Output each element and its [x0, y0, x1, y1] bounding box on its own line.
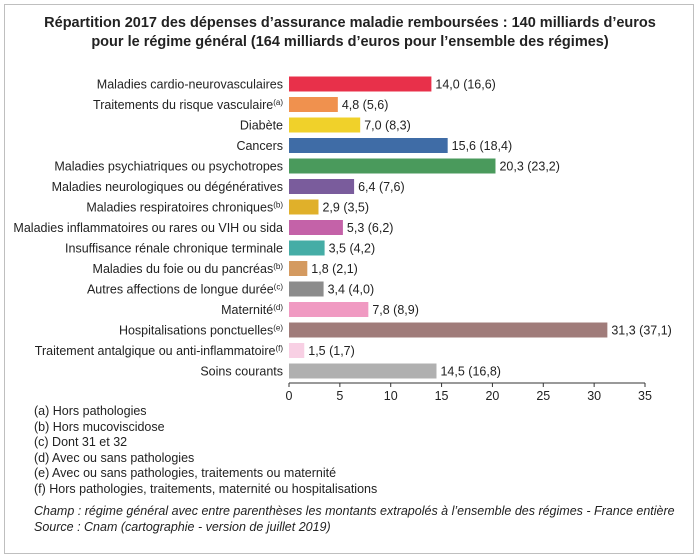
- bar-chart: Maladies cardio-neurovasculaires 14,0 (16…: [13, 76, 672, 400]
- data-label-4: 15,6 (18,4): [452, 139, 512, 153]
- x-tick-label-10: 10: [384, 389, 398, 400]
- bar-4: [289, 138, 448, 153]
- source-text: Source : Cnam (cartographie - version de…: [34, 519, 331, 534]
- category-label-14: Traitement antalgique ou anti-inflammato…: [35, 344, 284, 358]
- bar-1: [289, 76, 432, 92]
- data-label-3: 7,0 (8,3): [364, 119, 411, 133]
- x-tick-label-15: 15: [435, 389, 449, 400]
- x-tick-label-20: 20: [485, 389, 499, 400]
- x-tick-label-5: 5: [336, 389, 343, 400]
- category-label-1: Maladies cardio-neurovasculaires: [97, 78, 283, 92]
- data-label-5: 20,3 (23,2): [499, 160, 559, 174]
- bar-5: [289, 158, 496, 174]
- category-label-15: Soins courants: [200, 365, 283, 379]
- category-label-2: Traitements du risque vasculaire(a): [93, 98, 283, 112]
- data-label-8: 5,3 (6,2): [347, 221, 394, 235]
- source-block: Champ : régime général avec entre parent…: [34, 504, 675, 535]
- category-label-5: Maladies psychiatriques ou psychotropes: [54, 160, 283, 174]
- bar-6: [289, 179, 355, 194]
- bar-13: [289, 322, 608, 338]
- scope-text: Champ : régime général avec entre parent…: [34, 504, 675, 518]
- bar-15: [289, 363, 437, 379]
- footnotes: (a) Hors pathologies (b) Hors mucoviscid…: [34, 404, 377, 497]
- bar-12: [289, 302, 369, 317]
- bar-7: [289, 199, 319, 215]
- bar-10: [289, 261, 308, 276]
- bar-14: [289, 343, 305, 358]
- data-label-13: 31,3 (37,1): [611, 324, 671, 338]
- bar-2: [289, 97, 338, 112]
- category-label-12: Maternité(d): [221, 303, 283, 317]
- data-label-15: 14,5 (16,8): [440, 365, 500, 379]
- footnote-d: (d) Avec ou sans pathologies: [34, 450, 195, 465]
- footnote-b: (b) Hors mucoviscidose: [34, 419, 165, 434]
- chart-title-line-2: pour le régime général (164 milliards d’…: [91, 34, 609, 50]
- x-tick-label-35: 35: [638, 389, 652, 400]
- data-label-2: 4,8 (5,6): [342, 98, 389, 112]
- bar-9: [289, 240, 325, 256]
- bar-8: [289, 220, 343, 235]
- bar-3: [289, 117, 361, 133]
- footnote-c: (c) Dont 31 et 32: [34, 435, 128, 449]
- data-label-10: 1,8 (2,1): [311, 262, 358, 276]
- x-tick-label-25: 25: [536, 389, 550, 400]
- data-label-11: 3,4 (4,0): [328, 283, 375, 297]
- data-label-9: 3,5 (4,2): [329, 242, 376, 256]
- category-label-13: Hospitalisations ponctuelles(e): [119, 324, 283, 338]
- category-label-7: Maladies respiratoires chroniques(b): [86, 201, 283, 215]
- category-label-11: Autres affections de longue durée(c): [87, 283, 283, 297]
- data-label-7: 2,9 (3,5): [322, 201, 369, 215]
- footnote-f: (f) Hors pathologies, traitements, mater…: [34, 481, 378, 496]
- category-label-10: Maladies du foie ou du pancréas(b): [93, 262, 284, 276]
- x-tick-label-30: 30: [587, 389, 601, 400]
- footnote-e: (e) Avec ou sans pathologies, traitement…: [34, 466, 337, 480]
- chart-title: Répartition 2017 des dépenses d’assuranc…: [0, 14, 700, 52]
- data-label-6: 6,4 (7,6): [358, 180, 405, 194]
- category-label-4: Cancers: [236, 139, 283, 153]
- category-label-9: Insuffisance rénale chronique terminale: [65, 242, 283, 256]
- data-label-1: 14,0 (16,6): [435, 78, 495, 92]
- data-label-14: 1,5 (1,7): [308, 344, 355, 358]
- footnote-a: (a) Hors pathologies: [34, 404, 147, 418]
- figure-frame: [4, 4, 694, 554]
- data-label-12: 7,8 (8,9): [372, 303, 419, 317]
- category-label-8: Maladies inflammatoires ou rares ou VIH …: [13, 221, 283, 235]
- x-tick-label-0: 0: [286, 389, 293, 400]
- chart-title-line-1: Répartition 2017 des dépenses d’assuranc…: [44, 15, 656, 31]
- category-label-6: Maladies neurologiques ou dégénératives: [52, 180, 283, 194]
- bar-11: [289, 281, 324, 297]
- category-label-3: Diabète: [240, 119, 283, 133]
